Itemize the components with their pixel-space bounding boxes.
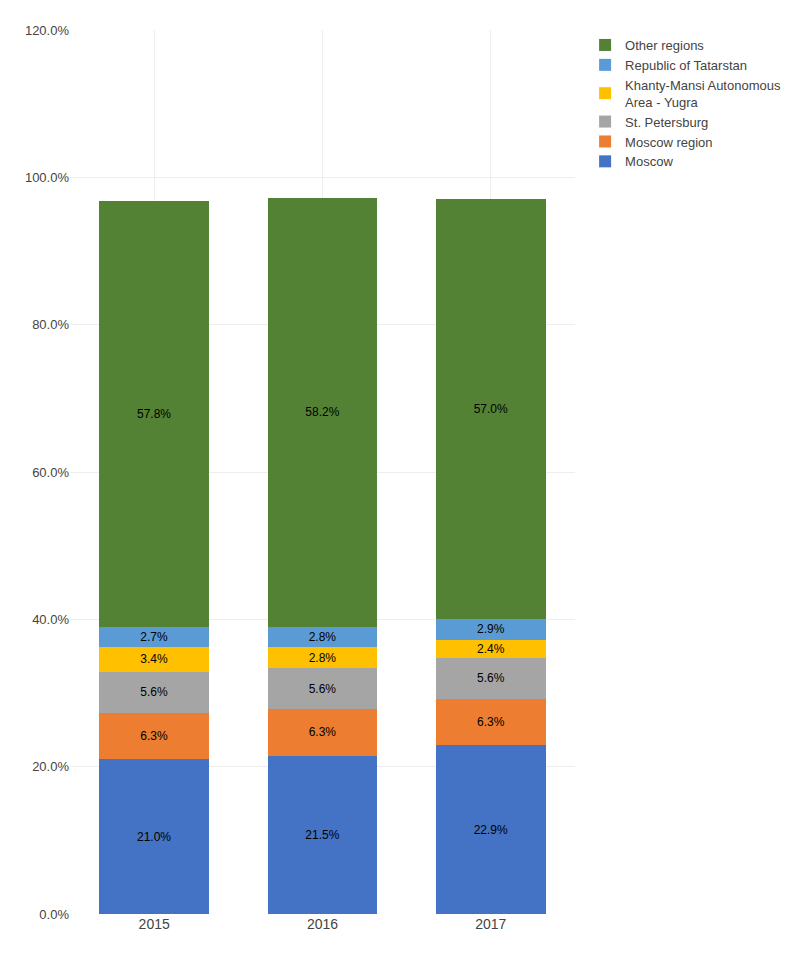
svg-text:Other regions: Other regions xyxy=(625,38,704,53)
svg-text:100.0%: 100.0% xyxy=(25,170,70,185)
svg-text:0.0%: 0.0% xyxy=(39,907,69,922)
svg-text:Moscow: Moscow xyxy=(625,154,673,169)
svg-text:80.0%: 80.0% xyxy=(32,317,69,332)
svg-text:3.4%: 3.4% xyxy=(140,652,168,666)
svg-text:60.0%: 60.0% xyxy=(32,465,69,480)
svg-text:2.8%: 2.8% xyxy=(309,630,337,644)
svg-text:57.0%: 57.0% xyxy=(474,402,508,416)
svg-text:22.9%: 22.9% xyxy=(474,823,508,837)
svg-text:20.0%: 20.0% xyxy=(32,759,69,774)
svg-text:5.6%: 5.6% xyxy=(477,671,505,685)
svg-text:St. Petersburg: St. Petersburg xyxy=(625,115,708,130)
svg-text:2.9%: 2.9% xyxy=(477,622,505,636)
svg-text:2015: 2015 xyxy=(139,916,170,932)
svg-text:Moscow region: Moscow region xyxy=(625,135,712,150)
svg-text:2017: 2017 xyxy=(475,916,506,932)
svg-text:2.4%: 2.4% xyxy=(477,642,505,656)
svg-text:6.3%: 6.3% xyxy=(309,725,337,739)
svg-text:Khanty-Mansi AutonomousArea -: Khanty-Mansi AutonomousArea - Yugra xyxy=(625,78,781,110)
svg-text:Republic of Tatarstan: Republic of Tatarstan xyxy=(625,58,747,73)
svg-text:2016: 2016 xyxy=(307,916,338,932)
svg-text:120.0%: 120.0% xyxy=(25,23,70,38)
svg-text:21.0%: 21.0% xyxy=(137,830,171,844)
svg-text:2.7%: 2.7% xyxy=(140,630,168,644)
svg-text:40.0%: 40.0% xyxy=(32,612,69,627)
svg-text:58.2%: 58.2% xyxy=(305,405,339,419)
svg-text:6.3%: 6.3% xyxy=(140,729,168,743)
svg-text:5.6%: 5.6% xyxy=(309,682,337,696)
svg-text:5.6%: 5.6% xyxy=(140,685,168,699)
svg-text:21.5%: 21.5% xyxy=(305,828,339,842)
svg-text:2.8%: 2.8% xyxy=(309,651,337,665)
svg-text:57.8%: 57.8% xyxy=(137,407,171,421)
svg-text:6.3%: 6.3% xyxy=(477,715,505,729)
